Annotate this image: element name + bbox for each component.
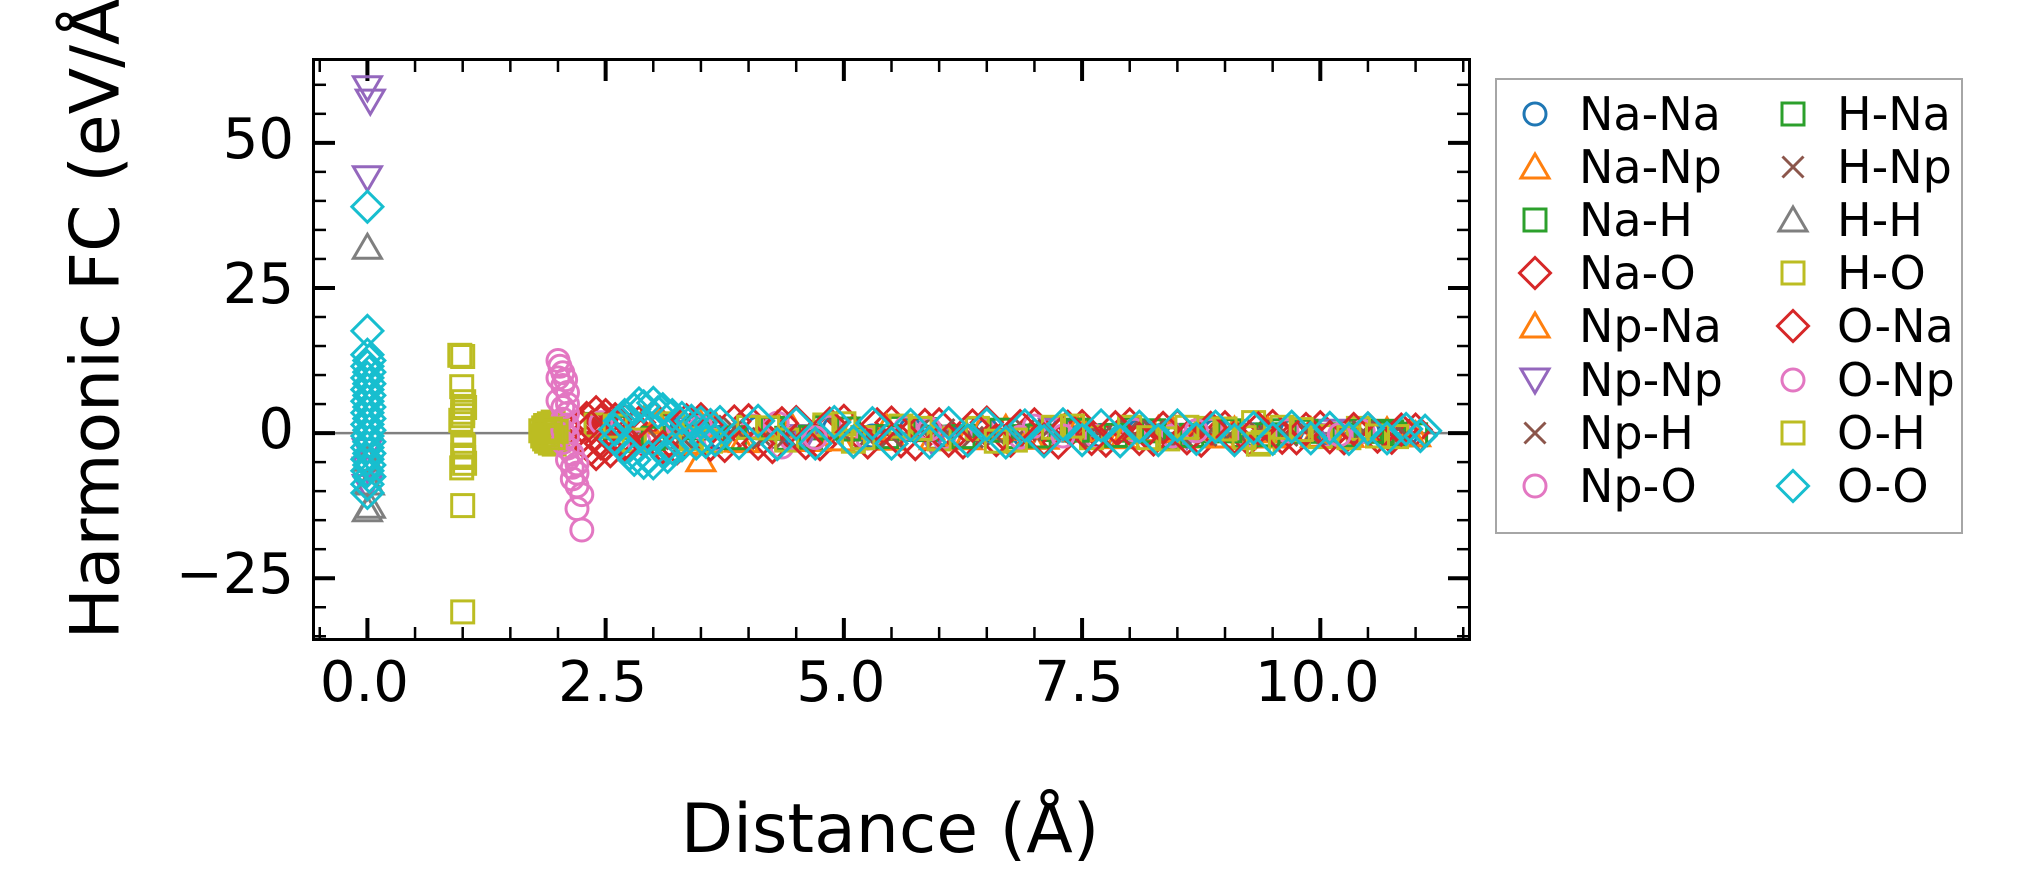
- legend: Na-Na Na-Np Na-H Na-O Np-Na Np-Np Np-H Np-O H-Na…: [1495, 78, 1963, 534]
- legend-item-label: Na-O: [1579, 246, 1696, 301]
- legend-item-Np-Na: Np-Na: [1511, 300, 1723, 353]
- legend-item-label: H-H: [1837, 192, 1923, 247]
- legend-item-label: H-Na: [1837, 86, 1951, 141]
- legend-item-O-Np: O-Np: [1769, 353, 1955, 406]
- legend-item-Na-O: Na-O: [1511, 247, 1723, 300]
- legend-item-Np-Np: Np-Np: [1511, 353, 1723, 406]
- legend-item-O-Na: O-Na: [1769, 300, 1955, 353]
- legend-item-Na-H: Na-H: [1511, 193, 1723, 246]
- legend-item-H-Na: H-Na: [1769, 87, 1955, 140]
- legend-item-H-Np: H-Np: [1769, 140, 1955, 193]
- x-axis-title: Distance (Å): [680, 790, 1100, 869]
- square-icon: [1522, 207, 1548, 233]
- legend-item-label: Np-H: [1579, 405, 1694, 460]
- square-icon: [1780, 420, 1806, 446]
- legend-item-label: Na-Na: [1579, 86, 1721, 141]
- triangle-up-icon: [1518, 310, 1552, 339]
- legend-item-label: H-O: [1837, 246, 1926, 301]
- square-icon: [1780, 101, 1806, 127]
- legend-item-label: H-Np: [1837, 139, 1952, 194]
- x-tick-label-7.5: 7.5: [1034, 650, 1124, 715]
- legend-item-label: Np-Na: [1579, 299, 1722, 354]
- legend-item-label: O-H: [1837, 405, 1926, 460]
- legend-column-1: Na-Na Na-Np Na-H Na-O Np-Na Np-Np Np-H Np-O: [1511, 87, 1723, 513]
- y-tick-label-50: 50: [222, 106, 294, 172]
- circle-icon: [1780, 367, 1806, 393]
- circle-icon: [1522, 101, 1548, 127]
- triangle-down-icon: [1518, 367, 1552, 396]
- y-tick-label-25: 25: [222, 251, 294, 317]
- x-icon: [1523, 421, 1547, 445]
- legend-item-O-O: O-O: [1769, 459, 1955, 512]
- diamond-icon: [1775, 308, 1811, 344]
- legend-item-Na-Na: Na-Na: [1511, 87, 1723, 140]
- legend-item-label: O-Np: [1837, 352, 1955, 407]
- series-O-O: [349, 189, 1443, 511]
- x-tick-label-5.0: 5.0: [796, 650, 886, 715]
- legend-item-Np-H: Np-H: [1511, 406, 1723, 459]
- legend-item-O-H: O-H: [1769, 406, 1955, 459]
- legend-item-H-O: H-O: [1769, 247, 1955, 300]
- legend-item-label: O-O: [1837, 458, 1929, 513]
- diamond-icon: [1517, 255, 1553, 291]
- y-tick-label-−25: −25: [175, 542, 294, 608]
- x-tick-label-2.5: 2.5: [558, 650, 648, 715]
- legend-item-label: Np-Np: [1579, 352, 1723, 407]
- triangle-up-icon: [1776, 203, 1810, 233]
- x-tick-label-0.0: 0.0: [319, 650, 409, 715]
- x-tick-label-10.0: 10.0: [1254, 650, 1380, 715]
- plot-area: [312, 58, 1471, 641]
- legend-column-2: H-Na H-Np H-H H-O O-Na O-Np O-H O-O: [1769, 87, 1955, 513]
- triangle-up-icon: [1518, 150, 1552, 180]
- square-icon: [1780, 260, 1806, 286]
- legend-item-label: Np-O: [1579, 458, 1697, 513]
- legend-item-label: Na-H: [1579, 192, 1693, 247]
- circle-icon: [1522, 473, 1548, 499]
- legend-item-label: Na-Np: [1579, 139, 1722, 194]
- legend-item-H-H: H-H: [1769, 193, 1955, 246]
- diamond-icon: [1775, 468, 1811, 504]
- legend-item-Np-O: Np-O: [1511, 459, 1723, 512]
- series-H-O: [447, 342, 1409, 625]
- plot-canvas: [315, 61, 1468, 638]
- y-tick-label-0: 0: [258, 397, 294, 463]
- x-icon: [1781, 155, 1805, 179]
- legend-item-label: O-Na: [1837, 299, 1954, 354]
- legend-item-Na-Np: Na-Np: [1511, 140, 1723, 193]
